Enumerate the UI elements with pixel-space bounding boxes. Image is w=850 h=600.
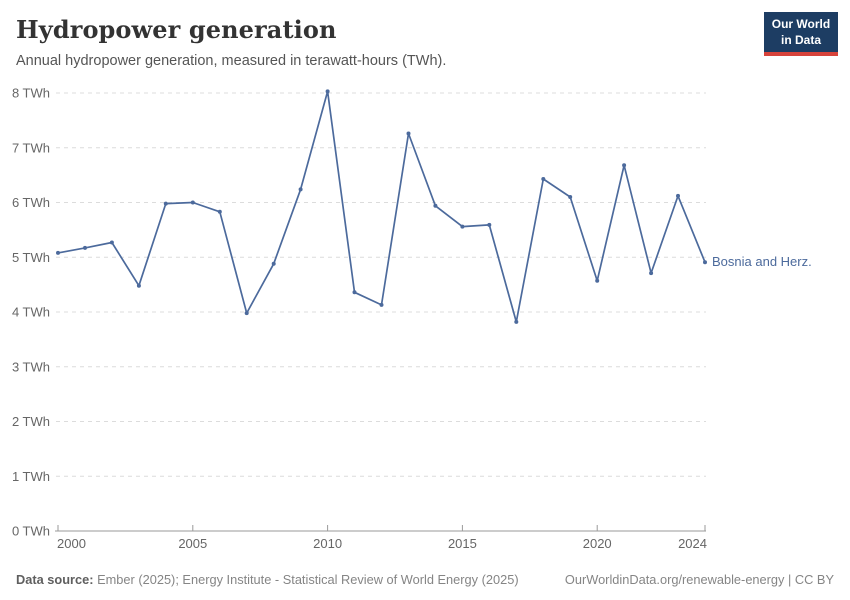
x-tick-label: 2015 bbox=[448, 536, 477, 551]
y-tick-label: 7 TWh bbox=[12, 140, 50, 155]
owid-credit-link[interactable]: OurWorldinData.org/renewable-energy | CC… bbox=[564, 571, 834, 587]
owid-logo-line1: Our World bbox=[771, 17, 831, 31]
series-label[interactable]: Bosnia and Herz. bbox=[712, 254, 812, 269]
data-point bbox=[136, 283, 141, 288]
data-point bbox=[649, 271, 654, 276]
data-point bbox=[460, 224, 465, 229]
y-tick-label: 1 TWh bbox=[12, 469, 50, 484]
data-point bbox=[163, 201, 168, 206]
data-source-note: Data source: Ember (2025); Energy Instit… bbox=[16, 572, 519, 587]
data-point bbox=[703, 260, 707, 265]
data-point bbox=[514, 319, 519, 324]
owid-logo: Our World in Data bbox=[764, 12, 838, 57]
data-point bbox=[541, 177, 546, 181]
data-point bbox=[595, 278, 600, 283]
data-point bbox=[109, 240, 114, 245]
x-tick-label: 2024 bbox=[678, 536, 707, 551]
chart-footer: Data source: Ember (2025); Energy Instit… bbox=[16, 572, 834, 587]
page-title: Hydropower generation bbox=[16, 15, 337, 44]
x-tick-label: 2005 bbox=[178, 536, 207, 551]
data-source-label: Data source: bbox=[16, 571, 94, 587]
y-tick-label: 0 TWh bbox=[12, 524, 50, 539]
y-tick-label: 6 TWh bbox=[12, 195, 50, 210]
data-point bbox=[406, 131, 411, 136]
data-point bbox=[676, 193, 680, 198]
y-tick-label: 3 TWh bbox=[12, 359, 50, 374]
data-point bbox=[217, 209, 222, 214]
data-point bbox=[622, 163, 627, 168]
data-point bbox=[379, 302, 384, 307]
chart-header: Hydropower generation Annual hydropower … bbox=[16, 12, 838, 70]
y-tick-label: 8 TWh bbox=[12, 86, 50, 101]
data-point bbox=[433, 203, 438, 208]
data-point bbox=[244, 311, 249, 316]
y-tick-label: 4 TWh bbox=[12, 305, 50, 320]
owid-logo-line2: in Data bbox=[780, 32, 821, 47]
data-point bbox=[298, 187, 303, 192]
data-point bbox=[325, 89, 330, 94]
data-point bbox=[271, 261, 276, 266]
x-tick-label: 2000 bbox=[57, 536, 86, 551]
series-line[interactable] bbox=[57, 90, 706, 323]
y-tick-label: 2 TWh bbox=[12, 414, 50, 429]
y-tick-label: 5 TWh bbox=[12, 250, 50, 265]
data-point bbox=[568, 195, 573, 199]
data-point bbox=[83, 245, 87, 250]
data-point bbox=[352, 290, 357, 295]
owid-logo-accent-bar bbox=[764, 52, 838, 57]
x-tick-label: 2010 bbox=[313, 536, 342, 551]
data-point bbox=[56, 250, 60, 255]
data-source-text: Ember (2025); Energy Institute - Statist… bbox=[93, 571, 519, 587]
chart-subtitle: Annual hydropower generation, measured i… bbox=[16, 52, 447, 69]
owid-logo-text: Our World in Data bbox=[764, 12, 838, 53]
data-point bbox=[487, 222, 492, 227]
x-tick-label: 2020 bbox=[583, 536, 612, 551]
data-point bbox=[190, 200, 195, 205]
